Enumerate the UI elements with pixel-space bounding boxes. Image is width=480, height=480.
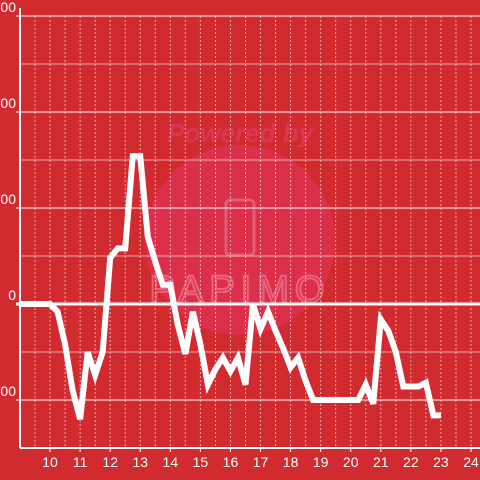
watermark-text: Powered by [167, 118, 314, 148]
x-tick-label: 16 [223, 454, 239, 470]
x-tick-label: 13 [132, 454, 148, 470]
x-tick-label: 22 [403, 454, 419, 470]
x-tick-label: 10 [42, 454, 58, 470]
x-tick-label: 12 [102, 454, 118, 470]
x-tick-label: 23 [433, 454, 449, 470]
y-tick-label: -500 [0, 383, 16, 399]
y-tick-label: 1,000 [0, 95, 16, 111]
x-tick-label: 15 [193, 454, 209, 470]
y-tick-label: 1,500 [0, 0, 16, 15]
y-tick-label: 0 [8, 287, 16, 303]
x-tick-label: 14 [163, 454, 179, 470]
x-tick-label: 20 [343, 454, 359, 470]
x-tick-label: 17 [253, 454, 269, 470]
watermark-icon [224, 198, 256, 257]
x-tick-label: 11 [73, 454, 88, 470]
x-tick-label: 19 [313, 454, 329, 470]
watermark-logo [145, 145, 335, 335]
x-tick-label: 18 [283, 454, 299, 470]
x-tick-label: 21 [373, 454, 389, 470]
y-tick-label: 500 [0, 191, 16, 207]
x-tick-label: 24 [463, 454, 479, 470]
data-line [20, 153, 441, 420]
